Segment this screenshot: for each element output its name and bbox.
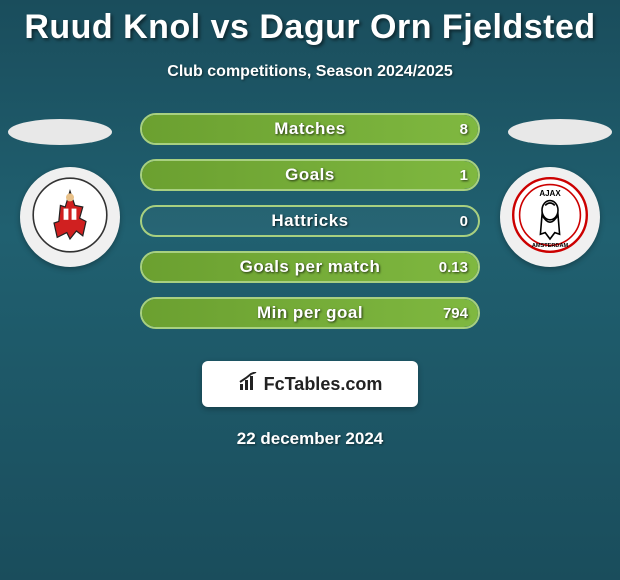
bar-value-right: 0.13 — [429, 253, 478, 281]
chart-icon — [238, 372, 264, 397]
logo-text: FcTables.com — [264, 374, 383, 395]
bar-value-right: 794 — [433, 299, 478, 327]
stat-bar: Min per goal794 — [140, 297, 480, 329]
stat-bar: Goals1 — [140, 159, 480, 191]
subtitle: Club competitions, Season 2024/2025 — [0, 63, 620, 81]
bar-label: Min per goal — [142, 299, 478, 327]
player-marker-right — [508, 119, 612, 145]
bar-label: Goals per match — [142, 253, 478, 281]
bar-value-right: 8 — [450, 115, 478, 143]
svg-text:AMSTERDAM: AMSTERDAM — [532, 243, 569, 249]
ajax-badge-icon: AJAX AMSTERDAM — [510, 175, 590, 260]
stat-bar: Matches8 — [140, 113, 480, 145]
bar-value-right: 0 — [450, 207, 478, 235]
sparta-badge-icon — [30, 175, 110, 260]
stat-bar: Hattricks0 — [140, 205, 480, 237]
svg-text:AJAX: AJAX — [539, 188, 561, 197]
date-label: 22 december 2024 — [0, 429, 620, 449]
bar-value-right: 1 — [450, 161, 478, 189]
fctables-logo: FcTables.com — [202, 361, 418, 407]
page-title: Ruud Knol vs Dagur Orn Fjeldsted — [0, 0, 620, 47]
bar-label: Matches — [142, 115, 478, 143]
bar-label: Goals — [142, 161, 478, 189]
club-badge-left — [20, 167, 120, 267]
stat-bars: Matches8Goals1Hattricks0Goals per match0… — [140, 111, 480, 329]
comparison-area: AJAX AMSTERDAM Matches8 Goals1 Hattricks0 G… — [0, 111, 620, 351]
stat-bar: Goals per match0.13 — [140, 251, 480, 283]
player-marker-left — [8, 119, 112, 145]
bar-label: Hattricks — [142, 207, 478, 235]
club-badge-right: AJAX AMSTERDAM — [500, 167, 600, 267]
